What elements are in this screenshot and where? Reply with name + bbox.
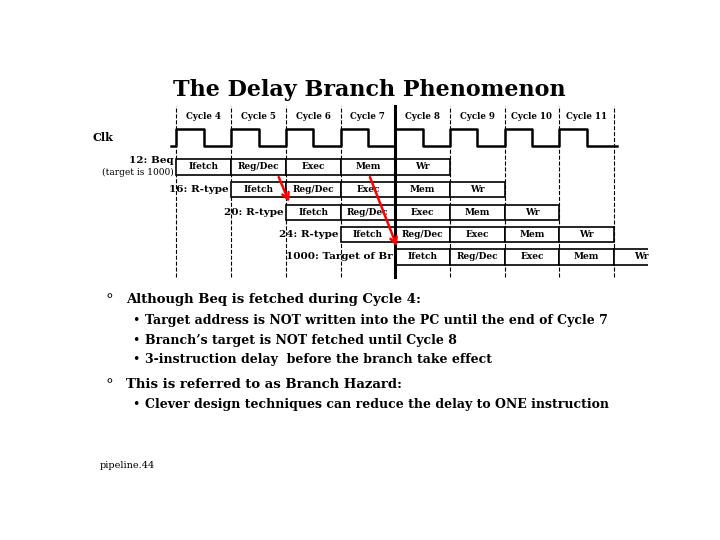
Text: This is referred to as Branch Hazard:: This is referred to as Branch Hazard: xyxy=(126,379,402,392)
Text: °: ° xyxy=(106,293,113,307)
Text: Cycle 10: Cycle 10 xyxy=(511,112,552,121)
Text: Branch’s target is NOT fetched until Cycle 8: Branch’s target is NOT fetched until Cyc… xyxy=(145,334,456,347)
Bar xyxy=(505,205,559,220)
Text: 1000: Target of Br: 1000: Target of Br xyxy=(287,252,393,261)
Text: Ifetch: Ifetch xyxy=(189,162,219,171)
Text: 20: R-type: 20: R-type xyxy=(224,208,284,217)
Text: Exec: Exec xyxy=(302,162,325,171)
Bar xyxy=(505,249,559,265)
Text: Although Beq is fetched during Cycle 4:: Although Beq is fetched during Cycle 4: xyxy=(126,293,421,306)
Bar xyxy=(395,205,450,220)
Bar xyxy=(341,227,395,242)
Text: 16: R-type: 16: R-type xyxy=(169,185,229,194)
Text: Ifetch: Ifetch xyxy=(353,230,383,239)
Bar xyxy=(614,249,669,265)
Text: Wr: Wr xyxy=(525,208,539,217)
Bar xyxy=(450,205,505,220)
Text: Reg/Dec: Reg/Dec xyxy=(292,185,334,194)
Bar xyxy=(286,181,341,198)
Text: Cycle 6: Cycle 6 xyxy=(296,112,330,121)
Text: Cycle 7: Cycle 7 xyxy=(351,112,385,121)
Text: The Delay Branch Phenomenon: The Delay Branch Phenomenon xyxy=(173,79,565,102)
Text: •: • xyxy=(132,314,139,327)
Bar xyxy=(559,249,614,265)
Text: 24: R-type: 24: R-type xyxy=(279,230,338,239)
Bar xyxy=(395,159,450,174)
Text: Reg/Dec: Reg/Dec xyxy=(347,208,389,217)
Text: •: • xyxy=(132,353,139,366)
Bar xyxy=(286,205,341,220)
Text: Clk: Clk xyxy=(93,132,114,143)
Text: Wr: Wr xyxy=(470,185,485,194)
Text: Wr: Wr xyxy=(580,230,594,239)
Text: Reg/Dec: Reg/Dec xyxy=(402,230,444,239)
Text: Clever design techniques can reduce the delay to ONE instruction: Clever design techniques can reduce the … xyxy=(145,398,608,411)
Bar xyxy=(176,159,231,174)
Text: Mem: Mem xyxy=(574,252,599,261)
Text: Exec: Exec xyxy=(466,230,489,239)
Bar xyxy=(450,249,505,265)
Text: •: • xyxy=(132,334,139,347)
Bar xyxy=(231,159,286,174)
Text: Wr: Wr xyxy=(415,162,430,171)
Text: Ifetch: Ifetch xyxy=(408,252,438,261)
Bar xyxy=(505,227,559,242)
Bar xyxy=(341,181,395,198)
Text: •: • xyxy=(132,398,139,411)
Text: Cycle 9: Cycle 9 xyxy=(460,112,495,121)
Text: (target is 1000): (target is 1000) xyxy=(102,168,174,177)
Bar xyxy=(341,159,395,174)
Text: Exec: Exec xyxy=(520,252,544,261)
Bar xyxy=(559,227,614,242)
Bar xyxy=(450,227,505,242)
Text: Cycle 4: Cycle 4 xyxy=(186,112,221,121)
Text: Reg/Dec: Reg/Dec xyxy=(238,162,279,171)
Text: °: ° xyxy=(106,378,113,392)
Text: pipeline.44: pipeline.44 xyxy=(100,461,156,470)
Bar xyxy=(395,227,450,242)
Text: Exec: Exec xyxy=(356,185,379,194)
Text: Cycle 8: Cycle 8 xyxy=(405,112,440,121)
Bar xyxy=(231,181,286,198)
Text: 3-instruction delay  before the branch take effect: 3-instruction delay before the branch ta… xyxy=(145,353,492,366)
Text: Exec: Exec xyxy=(411,208,434,217)
Text: Ifetch: Ifetch xyxy=(298,208,328,217)
Text: Cycle 11: Cycle 11 xyxy=(566,112,607,121)
Text: Mem: Mem xyxy=(464,208,490,217)
Bar xyxy=(450,181,505,198)
Text: Mem: Mem xyxy=(410,185,436,194)
Bar xyxy=(341,205,395,220)
Text: Mem: Mem xyxy=(355,162,381,171)
Text: 12: Beq: 12: Beq xyxy=(129,157,174,165)
Bar xyxy=(395,249,450,265)
Bar xyxy=(395,181,450,198)
Text: Reg/Dec: Reg/Dec xyxy=(456,252,498,261)
Text: Ifetch: Ifetch xyxy=(243,185,274,194)
Text: Wr: Wr xyxy=(634,252,649,261)
Text: Cycle 5: Cycle 5 xyxy=(241,112,276,121)
Text: Mem: Mem xyxy=(519,230,544,239)
Text: Target address is NOT written into the PC until the end of Cycle 7: Target address is NOT written into the P… xyxy=(145,314,608,327)
Bar xyxy=(286,159,341,174)
